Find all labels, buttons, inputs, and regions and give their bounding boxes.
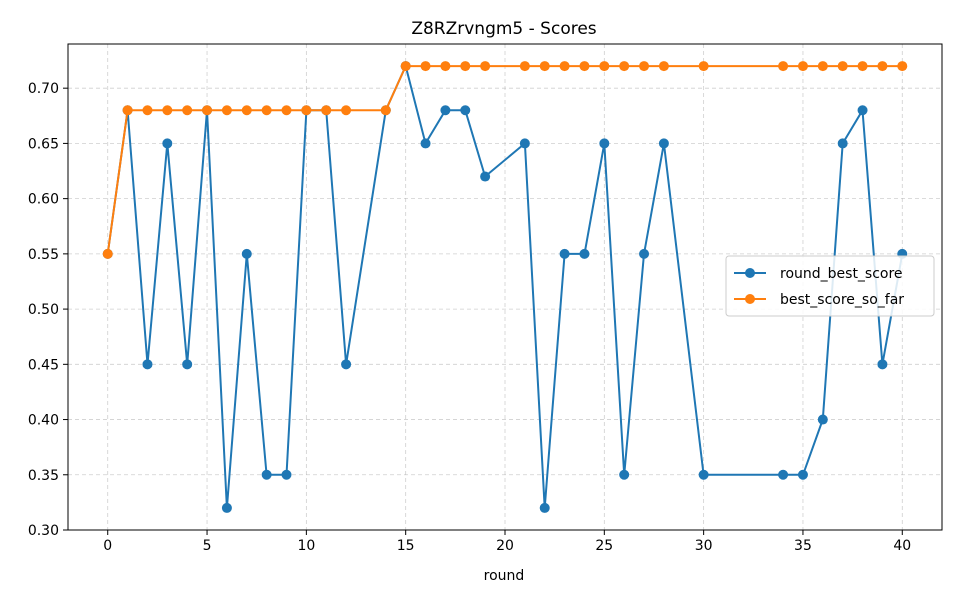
data-point xyxy=(162,138,173,149)
series-layer xyxy=(102,61,908,513)
legend-marker xyxy=(745,268,755,278)
data-point xyxy=(797,469,808,480)
data-point xyxy=(639,61,650,72)
data-point xyxy=(102,248,113,259)
data-point xyxy=(559,61,570,72)
data-point xyxy=(261,105,272,116)
data-point xyxy=(440,61,451,72)
data-point xyxy=(440,105,451,116)
data-point xyxy=(658,138,669,149)
series-best-score-so-far xyxy=(102,61,908,259)
data-point xyxy=(221,502,232,513)
x-tick-label: 25 xyxy=(595,538,613,554)
data-point xyxy=(619,469,630,480)
y-tick-label: 0.65 xyxy=(28,136,59,152)
x-tick-label: 35 xyxy=(794,538,812,554)
y-tick-label: 0.55 xyxy=(28,247,59,263)
y-tick-label: 0.60 xyxy=(28,192,59,208)
data-point xyxy=(619,61,630,72)
data-point xyxy=(579,248,590,259)
ticks: 0 5 10 15 20 25 30 35 40 0.30 0.35 0.40 0.45 0.50 0.55… xyxy=(28,81,911,554)
data-point xyxy=(778,469,789,480)
x-tick-label: 40 xyxy=(893,538,911,554)
data-point xyxy=(341,359,352,370)
legend-label: round_best_score xyxy=(780,266,903,282)
data-point xyxy=(460,105,471,116)
legend-item: best_score_so_far xyxy=(734,292,904,308)
data-point xyxy=(221,105,232,116)
data-point xyxy=(321,105,332,116)
data-point xyxy=(698,61,709,72)
data-point xyxy=(460,61,471,72)
data-point xyxy=(539,502,550,513)
x-tick-label: 5 xyxy=(203,538,212,554)
data-point xyxy=(698,469,709,480)
data-point xyxy=(480,61,491,72)
data-point xyxy=(519,138,530,149)
data-point xyxy=(281,105,292,116)
data-point xyxy=(519,61,530,72)
data-point xyxy=(877,359,888,370)
data-point xyxy=(261,469,272,480)
y-tick-label: 0.40 xyxy=(28,413,59,429)
data-point xyxy=(797,61,808,72)
x-tick-label: 15 xyxy=(397,538,415,554)
data-point xyxy=(897,61,908,72)
x-axis-label: round xyxy=(484,568,525,584)
data-point xyxy=(122,105,133,116)
data-point xyxy=(420,61,431,72)
x-tick-label: 30 xyxy=(695,538,713,554)
data-point xyxy=(599,138,610,149)
data-point xyxy=(817,61,828,72)
data-point xyxy=(559,248,570,259)
y-tick-label: 0.30 xyxy=(28,523,59,539)
data-point xyxy=(182,359,193,370)
data-point xyxy=(539,61,550,72)
data-point xyxy=(380,105,391,116)
y-tick-label: 0.50 xyxy=(28,302,59,318)
data-point xyxy=(480,171,491,182)
data-point xyxy=(877,61,888,72)
data-point xyxy=(400,61,411,72)
legend-box xyxy=(725,255,935,317)
data-point xyxy=(301,105,312,116)
data-point xyxy=(857,105,868,116)
data-point xyxy=(817,414,828,425)
data-point xyxy=(837,61,848,72)
data-point xyxy=(281,469,292,480)
data-point xyxy=(182,105,193,116)
data-point xyxy=(241,105,252,116)
data-point xyxy=(142,359,153,370)
legend-label: best_score_so_far xyxy=(780,292,904,308)
y-tick-label: 0.70 xyxy=(28,81,59,97)
legend-item: round_best_score xyxy=(734,266,903,282)
data-point xyxy=(162,105,173,116)
data-point xyxy=(341,105,352,116)
x-tick-label: 20 xyxy=(496,538,514,554)
data-point xyxy=(639,248,650,259)
legend: round_best_score best_score_so_far xyxy=(725,255,935,317)
y-tick-label: 0.45 xyxy=(28,357,59,373)
data-point xyxy=(202,105,213,116)
data-point xyxy=(778,61,789,72)
data-point xyxy=(241,248,252,259)
data-point xyxy=(837,138,848,149)
data-point xyxy=(579,61,590,72)
chart-title: Z8RZrvngm5 - Scores xyxy=(411,19,596,39)
data-point xyxy=(857,61,868,72)
data-point xyxy=(142,105,153,116)
y-tick-label: 0.35 xyxy=(28,468,59,484)
x-tick-label: 10 xyxy=(297,538,315,554)
data-point xyxy=(658,61,669,72)
data-point xyxy=(420,138,431,149)
legend-marker xyxy=(745,294,755,304)
x-tick-label: 0 xyxy=(103,538,112,554)
data-point xyxy=(599,61,610,72)
